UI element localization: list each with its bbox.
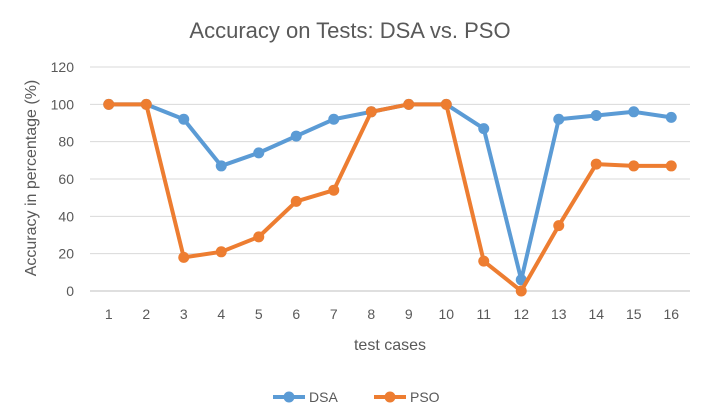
x-tick-label: 10 xyxy=(438,306,454,322)
gridlines xyxy=(90,66,690,292)
x-tick-label: 6 xyxy=(292,306,300,322)
x-tick-label: 11 xyxy=(476,306,491,322)
data-point-dsa xyxy=(590,110,602,122)
legend-marker xyxy=(384,391,396,403)
data-point-pso xyxy=(628,160,640,172)
x-tick-label: 1 xyxy=(105,306,113,322)
legend: DSA PSO xyxy=(273,389,440,405)
y-tick-label: 20 xyxy=(58,246,74,262)
data-point-pso xyxy=(515,285,527,297)
y-axis-ticks: 0 20 40 60 80 100 120 xyxy=(51,59,75,299)
data-point-dsa xyxy=(253,147,265,159)
data-point-dsa xyxy=(328,113,340,125)
y-tick-label: 100 xyxy=(51,96,75,112)
legend-label: PSO xyxy=(410,389,440,405)
y-tick-label: 80 xyxy=(58,134,74,150)
series-lines xyxy=(103,98,677,297)
x-tick-label: 7 xyxy=(330,306,338,322)
data-point-pso xyxy=(103,98,115,110)
legend-label: DSA xyxy=(309,389,338,405)
data-point-pso xyxy=(590,158,602,170)
x-axis-label: test cases xyxy=(354,337,426,354)
data-point-pso xyxy=(553,220,565,232)
x-tick-label: 14 xyxy=(588,306,604,322)
data-point-dsa xyxy=(478,123,490,135)
data-point-pso xyxy=(665,160,677,172)
y-tick-label: 40 xyxy=(58,208,74,224)
data-point-pso xyxy=(365,106,377,118)
x-tick-label: 15 xyxy=(626,306,642,322)
x-tick-label: 2 xyxy=(142,306,150,322)
data-point-pso xyxy=(178,251,190,263)
data-point-dsa xyxy=(665,111,677,123)
data-point-pso xyxy=(478,255,490,267)
data-point-dsa xyxy=(178,113,190,125)
data-point-dsa xyxy=(215,160,227,172)
y-tick-label: 60 xyxy=(58,171,74,187)
legend-marker xyxy=(283,391,295,403)
x-axis-ticks: 1 2 3 4 5 6 7 8 9 10 11 12 13 14 15 16 xyxy=(105,306,679,322)
x-tick-label: 3 xyxy=(180,306,188,322)
series-pso xyxy=(103,98,677,297)
chart-title: Accuracy on Tests: DSA vs. PSO xyxy=(189,18,510,43)
data-point-pso xyxy=(253,231,265,243)
data-point-pso xyxy=(290,195,302,207)
data-point-pso xyxy=(140,98,152,110)
data-point-pso xyxy=(403,98,415,110)
data-point-pso xyxy=(328,184,340,196)
x-tick-label: 13 xyxy=(551,306,567,322)
data-point-dsa xyxy=(553,113,565,125)
y-axis-label: Accuracy in percentage (%) xyxy=(23,80,40,277)
x-tick-label: 9 xyxy=(405,306,413,322)
series-line-pso xyxy=(106,102,674,293)
x-tick-label: 8 xyxy=(367,306,375,322)
x-tick-label: 12 xyxy=(513,306,529,322)
y-tick-label: 0 xyxy=(66,283,74,299)
data-point-pso xyxy=(440,98,452,110)
x-tick-label: 16 xyxy=(663,306,679,322)
legend-item-pso: PSO xyxy=(374,389,440,405)
y-tick-label: 120 xyxy=(51,59,75,75)
legend-item-dsa: DSA xyxy=(273,389,338,405)
x-tick-label: 5 xyxy=(255,306,263,322)
x-tick-label: 4 xyxy=(217,306,225,322)
data-point-dsa xyxy=(628,106,640,118)
data-point-dsa xyxy=(290,130,302,142)
data-point-pso xyxy=(215,246,227,258)
